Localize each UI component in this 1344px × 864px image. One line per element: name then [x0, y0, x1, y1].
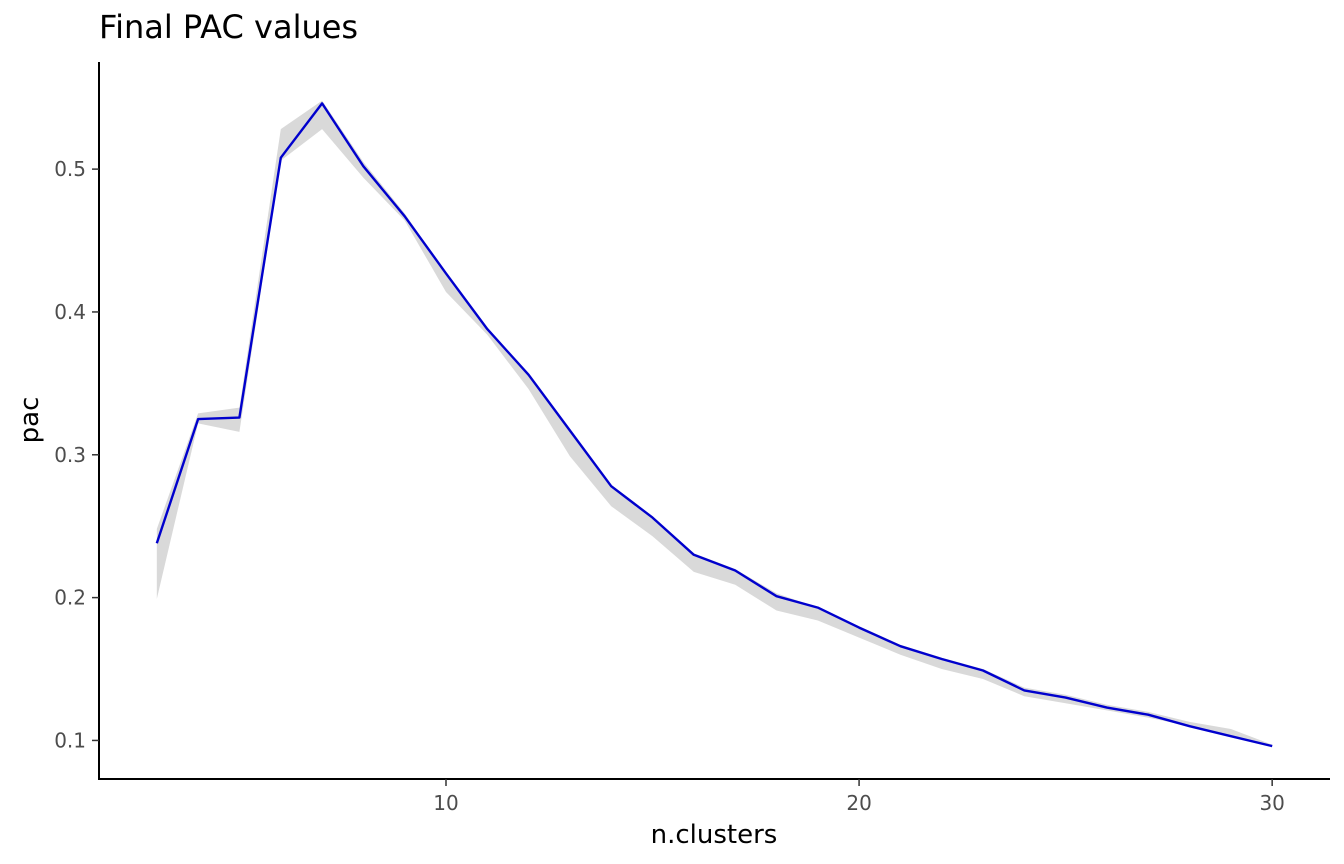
x-axis-title: n.clusters	[651, 820, 778, 850]
axes	[98, 62, 1330, 780]
x-tick-label: 30	[1259, 791, 1284, 815]
y-tick-label: 0.2	[54, 586, 86, 610]
y-tick-label: 0.4	[54, 300, 86, 324]
x-ticks: 10 20 30	[433, 779, 1285, 815]
y-axis-title: pac	[15, 397, 45, 444]
x-tick-label: 10	[433, 791, 458, 815]
confidence-ribbon	[156, 100, 1273, 747]
x-tick-label: 20	[846, 791, 871, 815]
y-tick-label: 0.5	[54, 157, 86, 181]
y-tick-label: 0.3	[54, 443, 86, 467]
chart-title: Final PAC values	[99, 8, 359, 46]
line-layer	[155, 102, 1273, 748]
pac-series-line	[155, 102, 1273, 748]
y-ticks: 0.1 0.2 0.3 0.4 0.5	[54, 157, 99, 752]
ribbon-layer	[156, 100, 1273, 747]
y-tick-label: 0.1	[54, 728, 86, 752]
